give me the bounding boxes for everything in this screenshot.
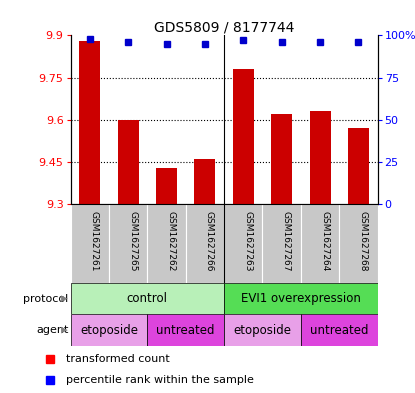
Text: GSM1627265: GSM1627265	[128, 211, 137, 271]
Bar	[147, 204, 186, 283]
Text: etoposide: etoposide	[234, 323, 291, 337]
Text: GSM1627268: GSM1627268	[359, 211, 367, 271]
Text: GSM1627264: GSM1627264	[320, 211, 329, 271]
Text: untreated: untreated	[310, 323, 369, 337]
Bar	[71, 204, 109, 283]
Text: control: control	[127, 292, 168, 305]
Text: GSM1627262: GSM1627262	[166, 211, 176, 271]
Text: untreated: untreated	[156, 323, 215, 337]
Text: protocol: protocol	[23, 294, 68, 304]
Text: percentile rank within the sample: percentile rank within the sample	[66, 375, 254, 385]
Bar	[109, 204, 147, 283]
Bar	[339, 204, 378, 283]
Text: GSM1627261: GSM1627261	[90, 211, 99, 271]
Bar	[301, 204, 339, 283]
Text: etoposide: etoposide	[80, 323, 138, 337]
Bar	[186, 204, 224, 283]
Bar	[156, 168, 177, 204]
Bar	[348, 129, 369, 204]
Text: GSM1627266: GSM1627266	[205, 211, 214, 271]
Bar	[79, 41, 100, 204]
Bar	[194, 159, 215, 204]
Title: GDS5809 / 8177744: GDS5809 / 8177744	[154, 20, 294, 34]
Bar	[263, 204, 301, 283]
Bar	[301, 314, 378, 346]
Text: EVI1 overexpression: EVI1 overexpression	[241, 292, 361, 305]
Bar	[224, 204, 263, 283]
Text: transformed count: transformed count	[66, 354, 170, 364]
Bar	[71, 283, 224, 314]
Text: GSM1627267: GSM1627267	[282, 211, 290, 271]
Text: GSM1627263: GSM1627263	[243, 211, 252, 271]
Bar	[224, 314, 301, 346]
Bar	[224, 283, 378, 314]
Text: agent: agent	[36, 325, 68, 335]
Bar	[117, 120, 139, 204]
Bar	[233, 69, 254, 204]
Bar	[271, 114, 292, 204]
Bar	[147, 314, 224, 346]
Bar	[310, 112, 331, 204]
Bar	[71, 314, 147, 346]
